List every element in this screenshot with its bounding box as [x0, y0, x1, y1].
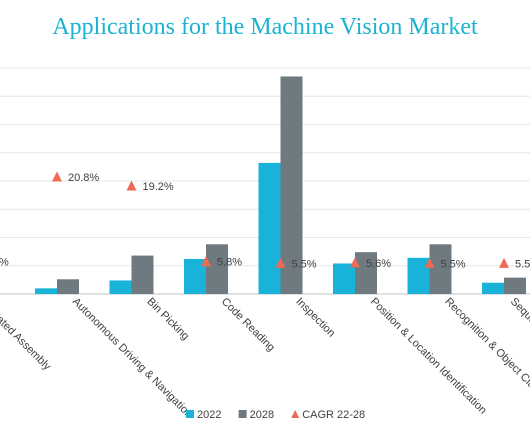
cagr-marker — [350, 257, 360, 268]
cagr-marker — [52, 171, 62, 182]
bar-2028 — [131, 255, 154, 294]
legend-swatch — [186, 410, 194, 418]
x-axis-labels: ated Assembly Autonomous Driving & Naviga… — [0, 296, 530, 426]
cagr-markers: 20.8% 19.2% 5.8% 5.5% 5.6% 5.5% 5.5%% — [0, 171, 530, 270]
cagr-label: 5.6% — [366, 258, 391, 270]
bar-2022 — [482, 282, 504, 294]
cagr-marker — [275, 257, 286, 268]
x-tick-label: Sequenc — [508, 296, 530, 336]
bar-2028 — [280, 76, 303, 294]
chart-title: Applications for the Machine Vision Mark… — [52, 14, 478, 40]
cagr-label: 19.2% — [143, 181, 174, 193]
cagr-marker — [201, 256, 211, 267]
cagr-label-partial: % — [0, 257, 9, 269]
x-tick-label: Bin Picking — [144, 296, 191, 343]
bar-2028 — [355, 252, 377, 294]
cagr-marker — [499, 257, 509, 268]
bars — [35, 76, 526, 294]
bar-2022 — [184, 258, 206, 294]
bar-2022 — [258, 162, 281, 294]
cagr-label: 5.5% — [441, 258, 466, 270]
x-tick-label: Inspection — [293, 296, 337, 340]
legend-label: 2028 — [250, 409, 274, 421]
cagr-marker — [126, 180, 137, 191]
bar-2022 — [407, 257, 430, 294]
bar-2028 — [504, 277, 526, 294]
cagr-marker — [424, 257, 435, 268]
legend-swatch — [238, 410, 247, 418]
bar-2028 — [206, 244, 228, 294]
x-tick-label: Position & Location Identification — [368, 296, 489, 417]
cagr-label: 5.5% — [292, 258, 317, 270]
x-tick-label: Autonomous Driving & Navigation — [70, 296, 195, 421]
cagr-label: 5.8% — [217, 257, 242, 269]
bar-2022 — [333, 263, 355, 294]
x-tick-label: ated Assembly — [0, 314, 53, 373]
legend-label: CAGR 22-28 — [302, 409, 365, 421]
x-tick-label: Code Reading — [219, 296, 277, 354]
cagr-label: 5.5% — [515, 258, 530, 270]
legend-marker — [291, 410, 300, 418]
bar-2022 — [109, 280, 132, 294]
bar-2022 — [35, 288, 57, 294]
cagr-label: 20.8% — [68, 172, 99, 184]
legend-label: 2022 — [197, 409, 221, 421]
bar-2028 — [429, 244, 452, 294]
legend: 2022 2028 CAGR 22-28 — [186, 409, 365, 421]
bar-2028 — [57, 279, 79, 294]
